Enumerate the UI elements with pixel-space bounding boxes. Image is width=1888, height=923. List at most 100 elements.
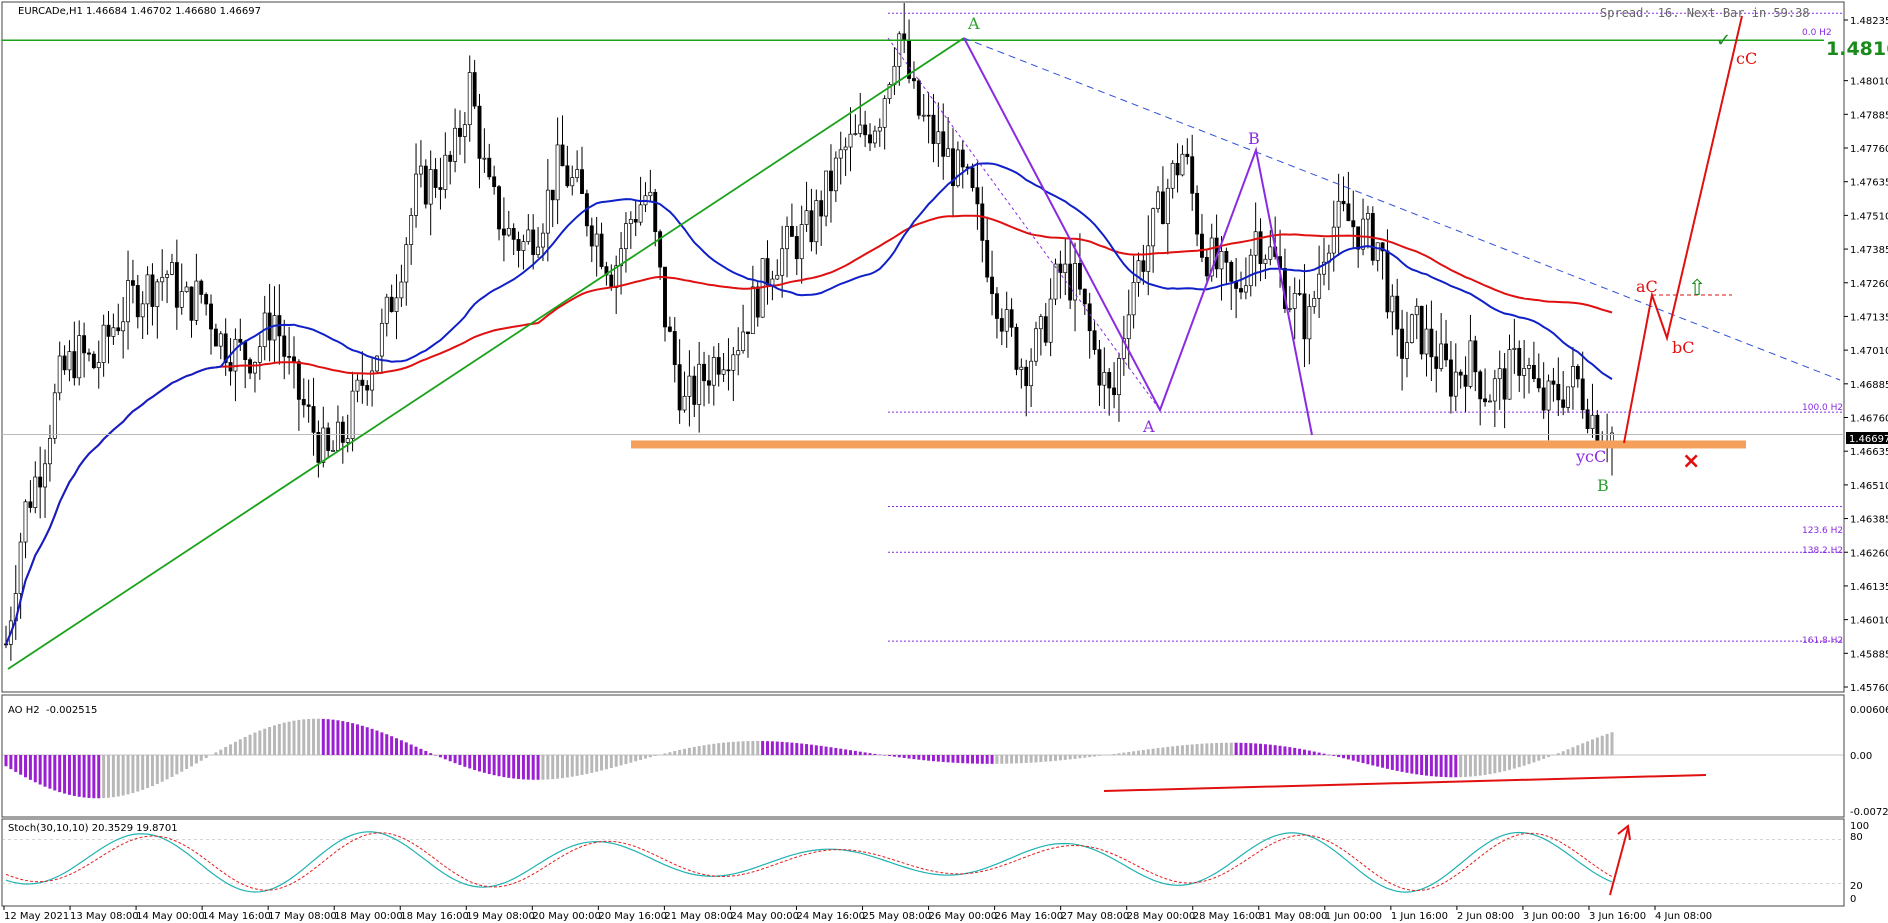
stoch-label: Stoch(30,10,10) 20.3529 19.8701: [8, 823, 178, 834]
candle-body: [594, 233, 599, 247]
candle-body: [87, 352, 91, 355]
candle-body: [467, 72, 472, 126]
candle-body: [536, 246, 541, 255]
candle-body: [692, 375, 697, 405]
candle-body: [1024, 366, 1029, 387]
candle-body: [145, 274, 150, 305]
symbol-info: EURCADe,H1 1.46684 1.46702 1.46680 1.466…: [18, 6, 261, 17]
time-tick-label: 19 May 08:00: [466, 911, 535, 922]
green-trendline: [7, 37, 965, 670]
candle-body: [1385, 250, 1390, 313]
ao-bar: [1468, 755, 1472, 777]
ao-bar: [780, 741, 784, 755]
ao-bar: [1097, 755, 1101, 756]
ao-bar: [1610, 732, 1614, 755]
ao-bar: [966, 755, 970, 764]
candle-body: [941, 131, 946, 157]
ao-bar: [63, 755, 67, 794]
candle-body: [1356, 226, 1361, 250]
ao-bar: [360, 725, 364, 755]
ao-bar: [600, 755, 604, 771]
candle-body: [848, 133, 853, 148]
ao-bar: [453, 755, 457, 764]
ao-bar: [1259, 743, 1263, 755]
candle-body: [453, 127, 458, 162]
candle-body: [43, 463, 48, 488]
candle-body: [126, 280, 130, 323]
time-tick-label: 3 Jun 00:00: [1523, 911, 1580, 922]
candle-body: [736, 350, 741, 356]
time-tick-label: 24 May 16:00: [796, 911, 865, 922]
candle-body: [1536, 378, 1541, 389]
ao-bar: [194, 755, 198, 764]
candle-body: [1077, 263, 1082, 290]
ao-bar: [1312, 751, 1316, 755]
ao-bar: [1483, 755, 1487, 775]
ao-bar: [1195, 744, 1199, 755]
ao-bar: [1376, 755, 1380, 767]
ao-bar: [1385, 755, 1389, 769]
ao-bar: [512, 755, 516, 779]
ao-bar: [1288, 747, 1292, 755]
price-tick-label: 1.46510: [1850, 481, 1888, 492]
ao-bar: [487, 755, 491, 775]
ao-bar: [927, 755, 931, 761]
candle-body: [829, 170, 833, 192]
candle-body: [38, 476, 43, 488]
candle-body: [1209, 237, 1214, 277]
candle-body: [389, 296, 394, 312]
candle-body: [1468, 340, 1473, 387]
candle-body: [819, 200, 824, 217]
ao-bar: [175, 755, 179, 775]
ao-bar: [1034, 755, 1038, 763]
ao-bar: [1439, 755, 1443, 777]
candle-body: [1131, 282, 1136, 316]
candle-body: [555, 144, 560, 201]
ao-bar: [1444, 755, 1448, 778]
ao-bar: [668, 752, 672, 755]
candle-body: [765, 258, 770, 286]
price-tick-label: 1.47635: [1850, 178, 1888, 189]
candle-body: [1341, 200, 1346, 205]
price-tick-label: 1.47135: [1850, 312, 1888, 323]
ao-bar: [975, 755, 979, 764]
candle-body: [750, 286, 755, 335]
ao-bar: [951, 755, 955, 763]
cross-mark-icon: ×: [1682, 449, 1700, 474]
candle-body: [814, 200, 819, 243]
ma-red-line: [5, 214, 1613, 645]
candle-body: [52, 392, 57, 439]
candle-body: [321, 427, 326, 463]
ao-bar: [19, 755, 23, 775]
ao-bar: [1561, 751, 1565, 755]
ao-bar: [38, 755, 42, 785]
fib-label-123: 123.6 H2: [1802, 526, 1843, 536]
ao-bar: [1024, 755, 1028, 763]
ao-bar: [673, 751, 677, 755]
candle-body: [838, 149, 843, 159]
candle-body: [360, 379, 365, 386]
ao-bar: [658, 754, 662, 756]
ao-bar: [150, 755, 154, 787]
candle-body: [1527, 365, 1531, 369]
ao-bar: [1156, 748, 1160, 755]
candle-body: [780, 248, 785, 276]
ao-bar: [1571, 747, 1575, 755]
ao-bar: [995, 755, 999, 764]
blue-dashed-trendline: [963, 37, 1841, 381]
ao-bar: [848, 750, 852, 755]
ao-bar: [116, 755, 120, 797]
ao-bar: [1244, 742, 1248, 755]
check-mark-icon: ✓: [1716, 30, 1731, 51]
ao-bar: [1180, 745, 1184, 755]
candle-body: [111, 327, 116, 337]
ao-bar: [1146, 749, 1150, 755]
candle-body: [1239, 288, 1243, 293]
ao-bar: [390, 736, 394, 755]
stoch-panel-frame: [1, 818, 1845, 907]
ao-bar: [219, 749, 223, 755]
candle-body: [833, 157, 838, 192]
ao-bar: [1019, 755, 1023, 764]
candle-body: [623, 223, 628, 250]
